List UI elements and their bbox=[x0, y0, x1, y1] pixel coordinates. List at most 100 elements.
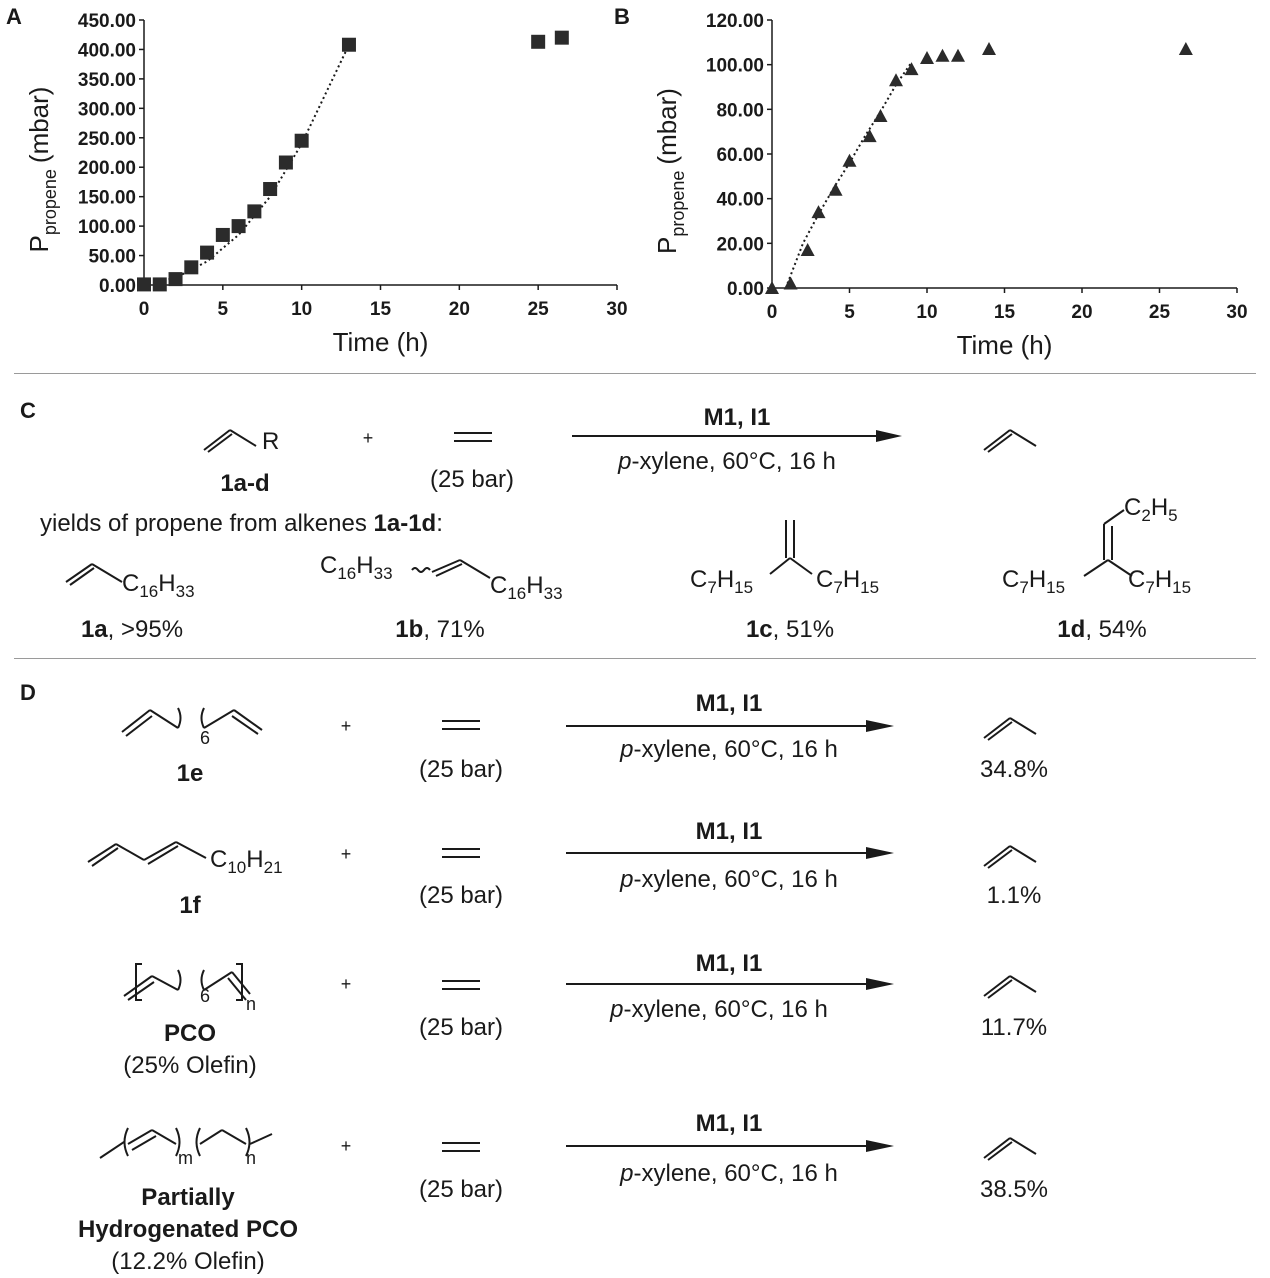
chart-a-data-point bbox=[531, 34, 546, 49]
chart-a-y-tick-label: 50.00 bbox=[88, 247, 136, 268]
propene-pco bbox=[983, 975, 1037, 999]
yield-1f: 1.1% bbox=[986, 882, 1042, 909]
formula-1c-left: C7H15 bbox=[690, 566, 754, 597]
polymer-m-phpco: m bbox=[178, 1148, 193, 1168]
compound-label-phpco-line2: Hydrogenated PCO bbox=[77, 1216, 299, 1243]
panel-letter-a: A bbox=[6, 4, 22, 29]
plus-sign-1f: + bbox=[340, 844, 352, 864]
plus-sign-c: + bbox=[362, 428, 374, 448]
chart-b-data-point bbox=[1178, 42, 1193, 56]
chart-b-data-point bbox=[765, 281, 779, 294]
chart-b-data-point bbox=[800, 243, 815, 257]
propene-product-c bbox=[983, 429, 1037, 453]
reaction-arrow-c bbox=[572, 430, 902, 442]
structure-1a bbox=[65, 563, 123, 586]
chart-a-x-tick-label: 10 bbox=[291, 299, 312, 320]
yield-phpco: 38.5% bbox=[979, 1176, 1049, 1203]
chart-a-x-tick-label: 25 bbox=[528, 299, 550, 320]
alkene-1a-d-structure bbox=[203, 429, 257, 453]
formula-1d-right: C7H15 bbox=[1128, 566, 1192, 597]
chart-b-data-point bbox=[920, 50, 934, 64]
chart-a-data-point bbox=[215, 227, 230, 242]
formula-1a: C16H33 bbox=[122, 570, 195, 601]
formula-1c-right: C7H15 bbox=[816, 566, 880, 597]
chart-a-y-tick-label: 0.00 bbox=[99, 276, 136, 297]
chart-a-data-point bbox=[294, 133, 309, 148]
chart-b-data-point bbox=[783, 276, 798, 290]
panel-letter-d: D bbox=[20, 680, 36, 705]
pressure-1f: (25 bar) bbox=[418, 882, 504, 909]
chart-b-data-point bbox=[951, 48, 965, 62]
formula-1b-left: C16H33 bbox=[320, 552, 393, 583]
conditions-c: p-xylene, 60°C, 16 h bbox=[618, 448, 836, 475]
polymer-n-phpco: n bbox=[246, 1148, 257, 1168]
yield-1c: 1c, 51% bbox=[745, 616, 835, 643]
pressure-1e: (25 bar) bbox=[418, 756, 504, 783]
chart-a-y-tick-label: 100.00 bbox=[78, 217, 136, 238]
reaction-arrow-1f bbox=[566, 847, 894, 859]
plus-sign-phpco: + bbox=[340, 1136, 352, 1156]
chart-a-x-tick-label: 0 bbox=[139, 299, 150, 320]
catalyst-c: M1, I1 bbox=[703, 404, 771, 431]
repeat-count-pco: 6 bbox=[200, 986, 211, 1006]
chart-b-y-tick-label: 120.00 bbox=[706, 11, 764, 32]
chart-a-data-point bbox=[200, 245, 215, 260]
chart-b-x-tick-label: 15 bbox=[994, 302, 1016, 323]
chart-b-data-point bbox=[982, 42, 996, 56]
chart-b-y-tick-label: 20.00 bbox=[716, 234, 764, 255]
chart-b-data-point bbox=[873, 109, 888, 123]
compound-label-1e: 1e bbox=[176, 760, 204, 787]
formula-1f: C10H21 bbox=[210, 846, 283, 877]
chart-b-x-tick-label: 30 bbox=[1226, 302, 1247, 323]
chart-b-data-point bbox=[828, 182, 843, 196]
panel-letter-c: C bbox=[20, 398, 36, 423]
yield-pco: 11.7% bbox=[980, 1014, 1048, 1041]
chart-a-y-tick-label: 250.00 bbox=[78, 129, 136, 150]
conditions-phpco: p-xylene, 60°C, 16 h bbox=[620, 1160, 838, 1187]
chart-b-x-tick-label: 10 bbox=[916, 302, 937, 323]
pressure-phpco: (25 bar) bbox=[418, 1176, 504, 1203]
yield-1e: 34.8% bbox=[979, 756, 1049, 783]
ethylene-1f bbox=[442, 848, 480, 858]
structure-partially-hydrogenated-pco bbox=[99, 1127, 273, 1159]
chart-b-data-point bbox=[904, 62, 919, 76]
yields-heading: yields of propene from alkenes 1a-1d: bbox=[40, 510, 443, 537]
chart-a-x-tick-label: 30 bbox=[606, 299, 627, 320]
chart-b-x-axis-label: Time (h) bbox=[957, 330, 1053, 360]
chart-a-data-point bbox=[263, 182, 278, 197]
repeat-count-1e: 6 bbox=[200, 728, 211, 748]
reaction-arrow-1e bbox=[566, 720, 894, 732]
compound-label-1a-d: 1a-d bbox=[220, 470, 270, 497]
chart-b-x-tick-label: 20 bbox=[1071, 302, 1092, 323]
chart-a-data-point bbox=[231, 219, 246, 234]
polymer-n-pco: n bbox=[246, 994, 257, 1014]
structure-pco bbox=[123, 963, 251, 1001]
formula-1d-left: C7H15 bbox=[1002, 566, 1066, 597]
chart-b-x-tick-label: 0 bbox=[767, 302, 778, 323]
divider-middle bbox=[14, 658, 1256, 659]
chart-a-x-axis-label: Time (h) bbox=[333, 327, 429, 357]
chart-b-y-tick-label: 100.00 bbox=[706, 56, 764, 77]
structure-1e bbox=[121, 707, 263, 737]
chart-a-data-point bbox=[152, 277, 167, 292]
plus-sign-pco: + bbox=[340, 974, 352, 994]
compound-label-phpco-line1: Partially bbox=[141, 1184, 235, 1211]
conditions-1e: p-xylene, 60°C, 16 h bbox=[620, 736, 838, 763]
plus-sign-1e: + bbox=[340, 716, 352, 736]
chart-b-data-point bbox=[811, 205, 826, 219]
structure-1f bbox=[87, 841, 207, 867]
formula-1b-right: C16H33 bbox=[490, 572, 563, 603]
ethylene-1e bbox=[442, 720, 480, 730]
chart-a-data-point bbox=[341, 37, 356, 52]
olefin-note-phpco: (12.2% Olefin) bbox=[111, 1248, 265, 1275]
chart-b: 0 5 10 15 20 25 30 0.00 20.00 40.00 60.00 80.00 100.… bbox=[652, 11, 1248, 360]
chart-a-y-tick-label: 400.00 bbox=[78, 40, 136, 61]
structure-1d bbox=[1083, 509, 1133, 577]
chart-b-data-point bbox=[889, 73, 903, 87]
chart-b-data-point bbox=[842, 153, 857, 167]
chart-a-data-point bbox=[184, 260, 199, 275]
chart-b-y-tick-label: 80.00 bbox=[716, 100, 764, 121]
structure-1b bbox=[411, 559, 491, 579]
chart-a-y-tick-label: 450.00 bbox=[78, 11, 136, 32]
pressure-c: (25 bar) bbox=[429, 466, 515, 493]
